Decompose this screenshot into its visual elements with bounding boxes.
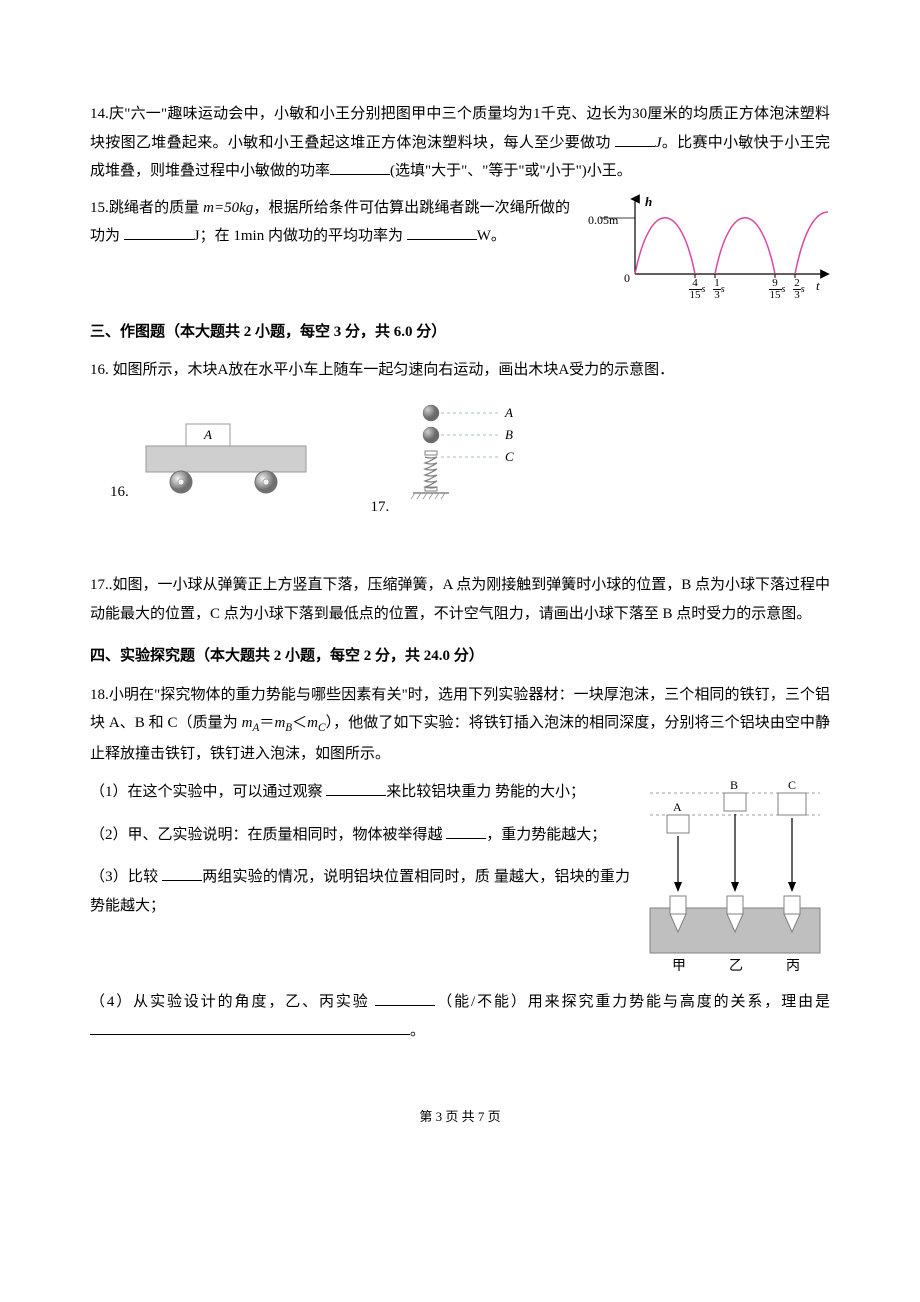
q18-p4-a: （4）从实验设计的角度，乙、丙实验	[90, 994, 375, 1010]
q15-c: ；在 1min 内做功的平均功率为	[200, 228, 407, 244]
q15-graph: h t 0 0.05m 415s 13s 915s	[580, 194, 830, 304]
svg-text:C: C	[505, 449, 514, 464]
fig-16-group: 16. A	[110, 416, 311, 507]
svg-text:B: B	[505, 427, 513, 442]
svg-text:A: A	[504, 405, 513, 420]
svg-text:0: 0	[624, 271, 630, 285]
q14-text-c: (选填"大于"、"等于"或"小于")小王。	[390, 163, 632, 179]
q15-blank-1[interactable]	[124, 224, 194, 241]
page-footer: 第 3 页 共 7 页	[90, 1105, 830, 1130]
fig16-label: 16.	[110, 478, 129, 507]
q18-blank-2[interactable]	[446, 822, 486, 839]
svg-text:h: h	[645, 194, 652, 209]
svg-text:A: A	[203, 427, 212, 442]
q18-p3-a: （3）比较	[90, 869, 162, 885]
q18-intro: 18.小明在"探究物体的重力势能与哪些因素有关"时，选用下列实验器材：一块厚泡沫…	[90, 681, 830, 768]
section4-title: 四、实验探究题（本大题共 2 小题，每空 2 分，共 24.0 分）	[90, 642, 830, 671]
q18-p1-a: （1）在这个实验中，可以通过观察	[90, 784, 326, 800]
q18-body: A 甲 B 乙 C 丙 （1）在这个实	[90, 778, 830, 1045]
fig17-label: 17.	[371, 493, 390, 522]
svg-text:A: A	[673, 800, 682, 814]
q15-unit-w: W。	[477, 228, 506, 244]
fig16-svg: A	[141, 416, 311, 496]
q18-blank-5[interactable]	[90, 1018, 410, 1035]
q18-p4-b: （能/不能）用来探究重力势能与高度的关系，理由是	[435, 994, 830, 1010]
q15-blank-2[interactable]	[407, 224, 477, 241]
q18-blank-4[interactable]	[375, 990, 435, 1007]
q16-q17-figures: 16. A 17.	[110, 401, 830, 522]
section3-title: 三、作图题（本大题共 2 小题，每空 3 分，共 6.0 分）	[90, 318, 830, 347]
svg-text:甲: 甲	[672, 959, 686, 974]
q14-unit-j: J	[655, 135, 662, 151]
svg-text:乙: 乙	[729, 958, 743, 974]
q17-text: 17..如图，一小球从弹簧正上方竖直下落，压缩弹簧，A 点为刚接触到弹簧时小球的…	[90, 571, 830, 628]
q18-p4-c: 。	[410, 1023, 425, 1039]
q18-figure: A 甲 B 乙 C 丙	[640, 778, 830, 978]
fig-17-group: 17. A B C	[371, 401, 532, 522]
svg-text:丙: 丙	[786, 959, 800, 974]
q15: 15.跳绳者的质量 m=50kg，根据所给条件可估算出跳绳者跳一次绳所做的功为 …	[90, 194, 830, 304]
svg-text:B: B	[730, 778, 738, 792]
svg-text:C: C	[788, 778, 796, 792]
q14-blank-1[interactable]	[615, 130, 655, 147]
q18-p2-b: ，重力势能越大；	[486, 827, 606, 843]
q15-mass: m=50kg	[203, 200, 253, 216]
q14-blank-2[interactable]	[330, 159, 390, 176]
q18-blank-3[interactable]	[162, 865, 202, 882]
q16-text: 16. 如图所示，木块A放在水平小车上随车一起匀速向右运动，画出木块A受力的示意…	[90, 356, 830, 385]
q18-p2-a: （2）甲、乙实验说明：在质量相同时，物体被举得越	[90, 827, 446, 843]
q15-a: 15.跳绳者的质量	[90, 200, 199, 216]
q18-p1-b: 来比较铝块重力 势能的大小；	[386, 784, 585, 800]
svg-text:0.05m: 0.05m	[588, 213, 619, 227]
q14: 14.庆"六一"趣味运动会中，小敏和小王分别把图甲中三个质量均为1千克、边长为3…	[90, 100, 830, 186]
q18-blank-1[interactable]	[326, 780, 386, 797]
fig17-svg: A B C	[401, 401, 531, 511]
svg-text:t: t	[816, 278, 820, 293]
